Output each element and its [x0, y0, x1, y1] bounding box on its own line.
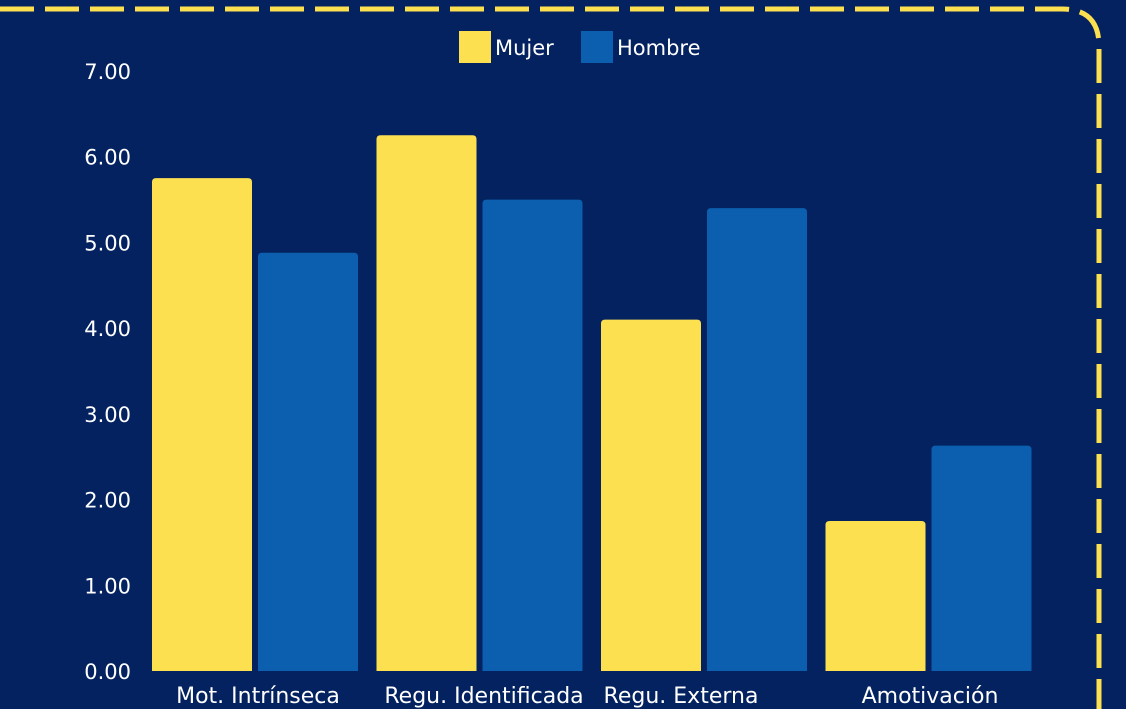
y-tick-label: 4.00	[84, 317, 131, 341]
legend-label-hombre: Hombre	[617, 36, 701, 60]
dashed-border	[0, 6, 1102, 709]
bar-hombre-3	[707, 208, 807, 671]
bar-mujer-3	[601, 319, 701, 671]
x-category-label: Regu. Identificada	[384, 684, 583, 709]
legend-label-mujer: Mujer	[495, 36, 554, 60]
y-tick-label: 2.00	[84, 489, 131, 513]
bar-hombre-1	[258, 252, 358, 671]
bar-mujer-4	[825, 521, 926, 671]
y-tick-label: 1.00	[84, 574, 131, 598]
bar-hombre-4	[931, 445, 1032, 671]
y-tick-label: 6.00	[84, 146, 131, 170]
legend-swatch-mujer	[459, 31, 491, 63]
x-category-label: Amotivación	[862, 684, 999, 709]
bar-mujer-2	[376, 135, 477, 672]
bar-mujer-1	[152, 178, 252, 671]
bar-hombre-2	[482, 199, 583, 672]
y-tick-label: 3.00	[84, 403, 131, 427]
bars	[152, 135, 1032, 672]
y-tick-label: 5.00	[84, 231, 131, 255]
x-axis: Mot. Intrínseca Regu. Identificada Regu. E…	[176, 684, 998, 709]
y-axis: 0.00 1.00 2.00 3.00 4.00 5.00 6.00 7.00	[84, 60, 131, 684]
x-category-label: Regu. Externa	[604, 684, 759, 709]
x-category-label: Mot. Intrínseca	[176, 684, 340, 709]
legend: Mujer Hombre	[459, 31, 701, 63]
legend-swatch-hombre	[581, 31, 613, 63]
y-tick-label: 7.00	[84, 60, 131, 84]
y-tick-label: 0.00	[84, 660, 131, 684]
